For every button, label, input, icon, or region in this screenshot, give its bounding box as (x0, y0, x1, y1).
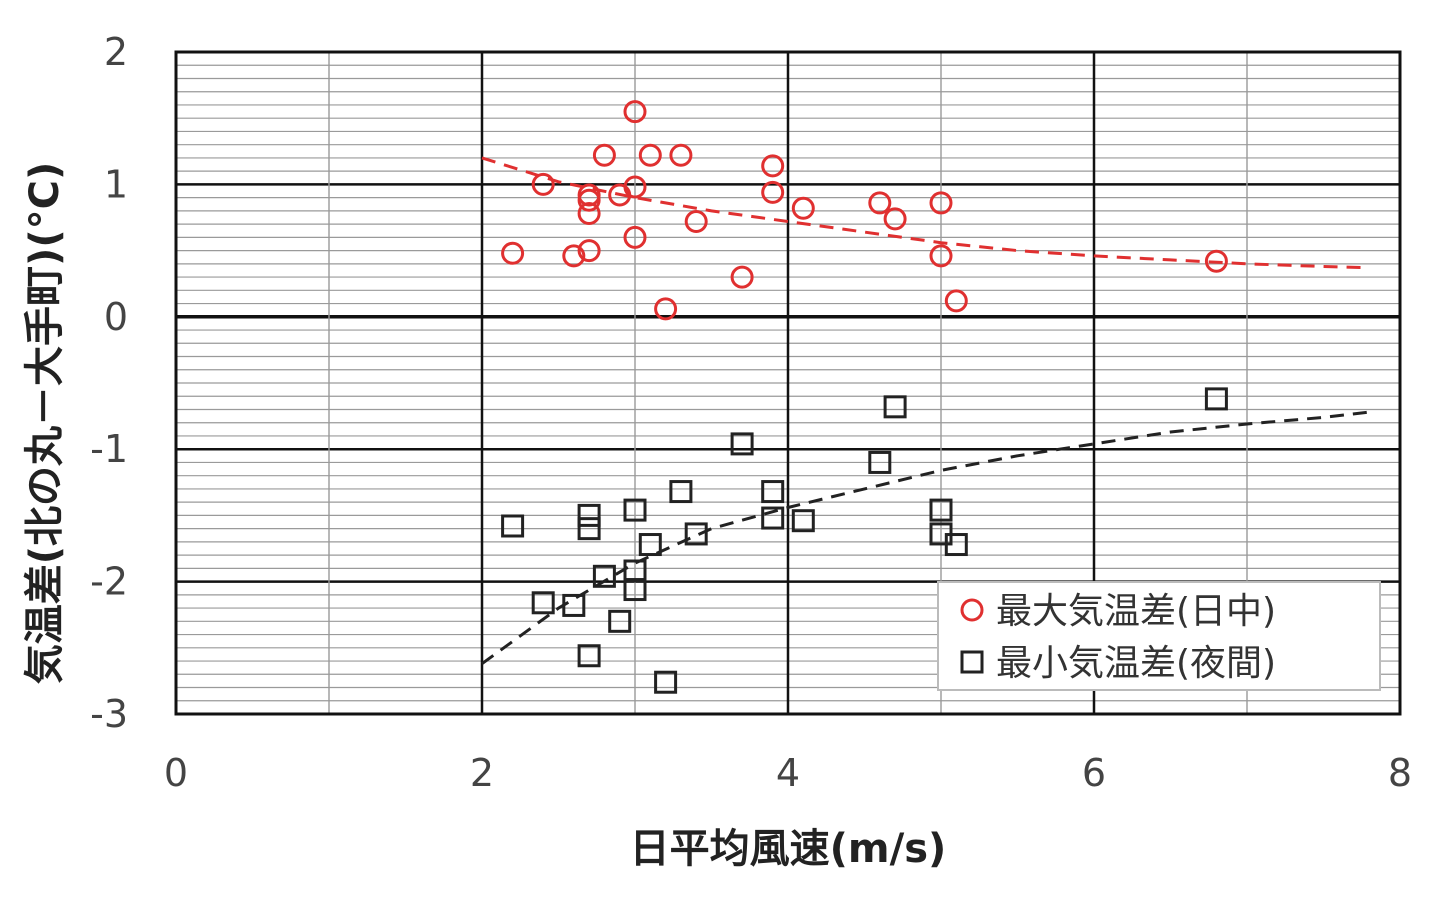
data-point-min (761, 506, 785, 530)
data-point-max (761, 154, 785, 178)
data-point-max (929, 191, 953, 215)
data-points (501, 100, 1228, 694)
data-point-max (883, 207, 907, 231)
data-point-max (577, 239, 601, 263)
grid (174, 50, 1402, 716)
data-point-max (592, 143, 616, 167)
data-point-min (684, 522, 708, 546)
data-point-min (577, 503, 601, 527)
data-point-min (669, 480, 693, 504)
data-point-max (929, 244, 953, 268)
y-tick-label: 1 (104, 162, 128, 206)
y-tick-label: -1 (90, 427, 128, 471)
data-point-max (654, 297, 678, 321)
data-point-min (638, 533, 662, 557)
trendline-min (481, 410, 1370, 665)
data-point-max (761, 180, 785, 204)
data-point-max (577, 183, 601, 207)
legend-box (937, 581, 1381, 691)
data-point-min (868, 450, 892, 474)
y-tick-label: 2 (104, 30, 128, 74)
x-axis-title: 日平均風速(m/s) (630, 826, 947, 872)
y-tick-label: -2 (90, 560, 128, 604)
trendline-max (481, 156, 1370, 270)
data-point-max (623, 100, 647, 124)
data-point-max (623, 175, 647, 199)
data-point-max (730, 265, 754, 289)
x-tick-label: 6 (1082, 751, 1106, 795)
data-point-min (1204, 387, 1228, 411)
data-point-min (623, 559, 647, 583)
data-point-min (577, 517, 601, 541)
x-tick-label: 2 (470, 751, 494, 795)
data-point-min (562, 593, 586, 617)
axes: 2 1 0 -1 -2 -3 0 2 4 6 8 日平均風速(m/s) 気温差(北の丸－大手町)(°C) (22, 30, 1412, 872)
plot-border (174, 50, 1402, 716)
trendlines (481, 156, 1370, 665)
data-point-max (638, 143, 662, 167)
data-point-min (654, 670, 678, 694)
x-tick-label: 4 (776, 751, 800, 795)
legend-label: 最小気温差(夜間) (996, 643, 1276, 684)
data-point-max (684, 209, 708, 233)
data-point-min (531, 591, 555, 615)
data-point-max (944, 289, 968, 313)
legend-label: 最大気温差(日中) (996, 591, 1276, 632)
legend-marker-min (960, 650, 984, 674)
data-point-max (531, 172, 555, 196)
x-tick-label: 0 (164, 751, 188, 795)
data-point-min (929, 498, 953, 522)
data-point-max (868, 191, 892, 215)
data-point-max (1204, 249, 1228, 273)
data-point-min (592, 564, 616, 588)
data-point-max (562, 244, 586, 268)
legend-marker-max (960, 598, 984, 622)
x-tick-label: 8 (1388, 751, 1412, 795)
data-point-max (501, 241, 525, 265)
y-tick-label: -3 (90, 692, 128, 736)
data-point-min (944, 533, 968, 557)
data-point-min (791, 509, 815, 533)
data-point-min (608, 609, 632, 633)
y-tick-label: 0 (104, 295, 128, 339)
data-point-min (883, 395, 907, 419)
data-point-min (730, 432, 754, 456)
data-point-min (623, 498, 647, 522)
data-point-max (623, 225, 647, 249)
legend: 最大気温差(日中) 最小気温差(夜間) (937, 581, 1381, 691)
y-axis-title: 気温差(北の丸－大手町)(°C) (22, 162, 68, 684)
data-point-max (791, 196, 815, 220)
data-point-max (669, 143, 693, 167)
data-point-min (761, 480, 785, 504)
data-point-min (501, 514, 525, 538)
data-point-min (577, 644, 601, 668)
